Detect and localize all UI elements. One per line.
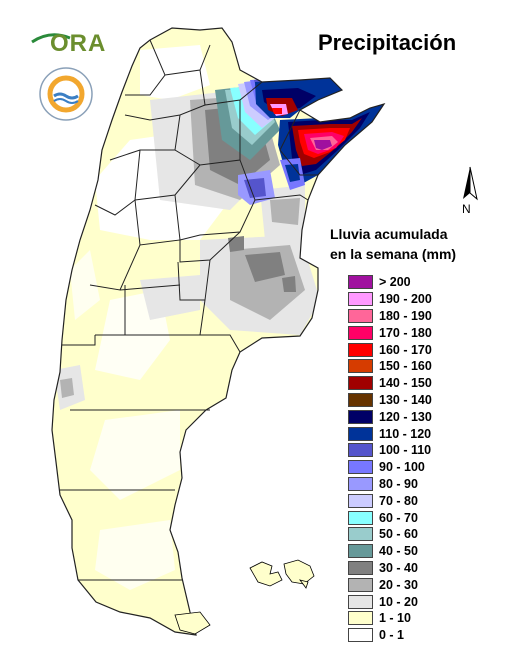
legend-item: 20 - 30	[348, 576, 432, 593]
legend-swatch	[348, 544, 373, 559]
legend-swatch	[348, 376, 373, 391]
legend-item: 190 - 200	[348, 291, 432, 308]
legend-label: 110 - 120	[379, 426, 432, 441]
legend-swatch	[348, 443, 373, 458]
legend-label: 140 - 150	[379, 376, 432, 391]
legend-item: 80 - 90	[348, 476, 432, 493]
legend-item: 130 - 140	[348, 392, 432, 409]
legend-label: 170 - 180	[379, 325, 432, 340]
legend-swatch	[348, 325, 373, 340]
legend-item: 110 - 120	[348, 425, 432, 442]
legend-item: 180 - 190	[348, 308, 432, 325]
legend-swatch	[348, 510, 373, 525]
legend-item: 150 - 160	[348, 358, 432, 375]
legend-item: 0 - 1	[348, 627, 432, 644]
legend-title-line2: en la semana (mm)	[330, 246, 457, 262]
institution-seal-icon	[38, 66, 94, 122]
legend-label: 130 - 140	[379, 392, 432, 407]
legend-swatch	[348, 476, 373, 491]
legend-label: 30 - 40	[379, 560, 418, 575]
legend-item: 120 - 130	[348, 408, 432, 425]
legend-label: 150 - 160	[379, 359, 432, 374]
legend-swatch	[348, 359, 373, 374]
legend-swatch	[348, 560, 373, 575]
legend-label: > 200	[379, 275, 411, 290]
legend-item: 90 - 100	[348, 459, 432, 476]
legend-swatch	[348, 275, 373, 290]
legend-label: 180 - 190	[379, 308, 432, 323]
precipitation-fields	[54, 45, 384, 590]
legend-swatch	[348, 493, 373, 508]
malvinas-islands	[249, 559, 315, 589]
legend-label: 120 - 130	[379, 409, 432, 424]
legend-item: 1 - 10	[348, 610, 432, 627]
legend-label: 70 - 80	[379, 493, 418, 508]
province-boundaries	[51, 27, 386, 636]
map-title: Precipitación	[318, 30, 457, 55]
legend-swatch	[348, 628, 373, 643]
legend-label: 40 - 50	[379, 544, 418, 559]
legend-swatch	[348, 460, 373, 475]
legend-item: 60 - 70	[348, 509, 432, 526]
legend-swatch	[348, 342, 373, 357]
legend-item: 100 - 110	[348, 442, 432, 459]
legend-item: 30 - 40	[348, 560, 432, 577]
legend-label: 1 - 10	[379, 611, 411, 626]
legend-swatch	[348, 577, 373, 592]
legend-swatch	[348, 308, 373, 323]
legend-item: 140 - 150	[348, 375, 432, 392]
legend-item: 40 - 50	[348, 543, 432, 560]
legend-swatch	[348, 611, 373, 626]
ora-logo	[31, 33, 71, 44]
tierra-del-fuego	[174, 611, 211, 635]
legend-swatch	[348, 292, 373, 307]
legend-label: 50 - 60	[379, 527, 418, 542]
legend-label: 80 - 90	[379, 476, 418, 491]
legend-label: 190 - 200	[379, 292, 432, 307]
legend-swatch	[348, 426, 373, 441]
legend-swatch	[348, 527, 373, 542]
legend-item: 50 - 60	[348, 526, 432, 543]
legend-item: > 200	[348, 274, 432, 291]
legend-swatch	[348, 409, 373, 424]
legend-title: Lluvia acumulada en la semana (mm)	[330, 224, 456, 264]
legend-label: 20 - 30	[379, 577, 418, 592]
legend-label: 160 - 170	[379, 342, 432, 357]
legend-title-line1: Lluvia acumulada	[330, 226, 448, 242]
legend-label: 100 - 110	[379, 443, 432, 458]
legend-label: 60 - 70	[379, 510, 418, 525]
legend-item: 160 - 170	[348, 341, 432, 358]
north-arrow-label: N	[462, 202, 471, 216]
legend-item: 70 - 80	[348, 492, 432, 509]
legend-swatch	[348, 392, 373, 407]
legend-item: 10 - 20	[348, 593, 432, 610]
legend-label: 90 - 100	[379, 460, 425, 475]
north-arrow-icon	[463, 166, 478, 201]
legend-swatch	[348, 594, 373, 609]
legend-label: 10 - 20	[379, 594, 418, 609]
legend: > 200 190 - 200 180 - 190 170 - 180 160 - 17…	[348, 274, 432, 644]
legend-item: 170 - 180	[348, 324, 432, 341]
ora-logo-text: ORA	[50, 30, 107, 57]
legend-label: 0 - 1	[379, 628, 405, 643]
